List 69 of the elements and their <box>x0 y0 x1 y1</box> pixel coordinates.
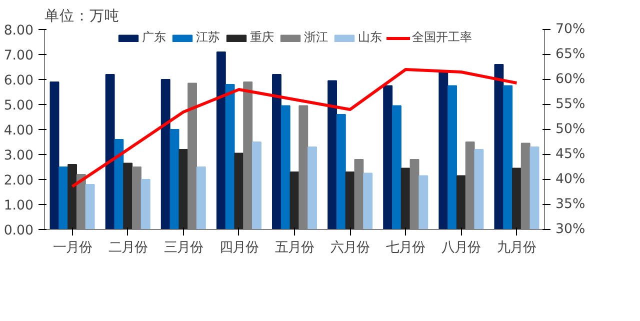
bar <box>418 175 428 230</box>
bar <box>438 72 448 230</box>
legend-label: 全国开工率 <box>412 29 472 46</box>
bar <box>280 105 290 230</box>
bar <box>448 85 457 230</box>
bar <box>114 139 124 230</box>
x-tick-label: 五月份 <box>275 240 314 256</box>
bar <box>503 85 513 230</box>
y-tick-label: 7.00 <box>4 48 34 64</box>
y2-tick-label: 45% <box>556 147 586 162</box>
bar <box>234 152 244 230</box>
y2-tick-label: 30% <box>556 222 586 237</box>
y-tick-label: 6.00 <box>4 74 34 88</box>
bar <box>494 64 504 230</box>
x-tick-label: 二月份 <box>108 240 148 256</box>
bar <box>85 184 95 230</box>
bar <box>216 52 226 230</box>
y-tick-label: 3.00 <box>4 148 34 164</box>
y2-tick-label: 35% <box>556 197 586 212</box>
bar <box>105 74 115 230</box>
y-tick-label: 0.00 <box>4 224 34 238</box>
bar <box>196 166 206 230</box>
y2-tick-label: 40% <box>556 172 586 187</box>
line-series <box>70 68 518 188</box>
legend-label: 浙江 <box>304 29 328 46</box>
bar <box>530 146 540 230</box>
bar <box>178 149 188 230</box>
bar <box>160 79 170 230</box>
legend-label: 山东 <box>358 29 382 46</box>
y-tick-label: 1.00 <box>4 198 34 214</box>
bar <box>400 168 410 230</box>
y2-tick-label: 70% <box>556 22 586 37</box>
y2-tick-label: 60% <box>556 72 586 87</box>
bar <box>328 80 337 230</box>
bar <box>170 129 180 230</box>
bar <box>308 146 317 230</box>
y-tick-label: 5.00 <box>4 98 34 114</box>
y2-tick-label: 50% <box>556 122 586 137</box>
bar <box>140 179 150 230</box>
bar <box>336 114 346 230</box>
bar <box>252 142 262 230</box>
bar <box>68 164 77 230</box>
legend-label: 江苏 <box>196 29 220 46</box>
y2-tick-label: 65% <box>556 47 586 62</box>
bar <box>225 84 235 230</box>
bar <box>392 105 402 230</box>
bar <box>456 175 466 230</box>
x-tick-label: 一月份 <box>52 240 92 256</box>
x-tick-label: 七月份 <box>386 240 426 256</box>
bar <box>272 74 282 230</box>
chart-title: 单位：万吨 <box>44 8 120 24</box>
bar <box>512 168 522 230</box>
x-tick-label: 八月份 <box>442 240 481 256</box>
legend-label: 广东 <box>142 29 166 46</box>
x-tick-label: 九月份 <box>497 240 536 256</box>
bar <box>363 172 373 230</box>
bar <box>383 85 393 230</box>
x-tick-label: 三月份 <box>164 240 203 256</box>
y2-tick-label: 55% <box>556 97 586 112</box>
legend-label: 重庆 <box>250 29 274 46</box>
y-tick-label: 8.00 <box>4 24 34 38</box>
bar <box>474 149 484 230</box>
bar <box>58 166 68 230</box>
x-tick-label: 四月份 <box>219 240 258 256</box>
bar <box>123 162 133 230</box>
x-tick-label: 六月份 <box>330 240 370 256</box>
y-tick-label: 4.00 <box>4 124 34 138</box>
bar <box>50 82 60 230</box>
y-tick-label: 2.00 <box>4 174 34 188</box>
